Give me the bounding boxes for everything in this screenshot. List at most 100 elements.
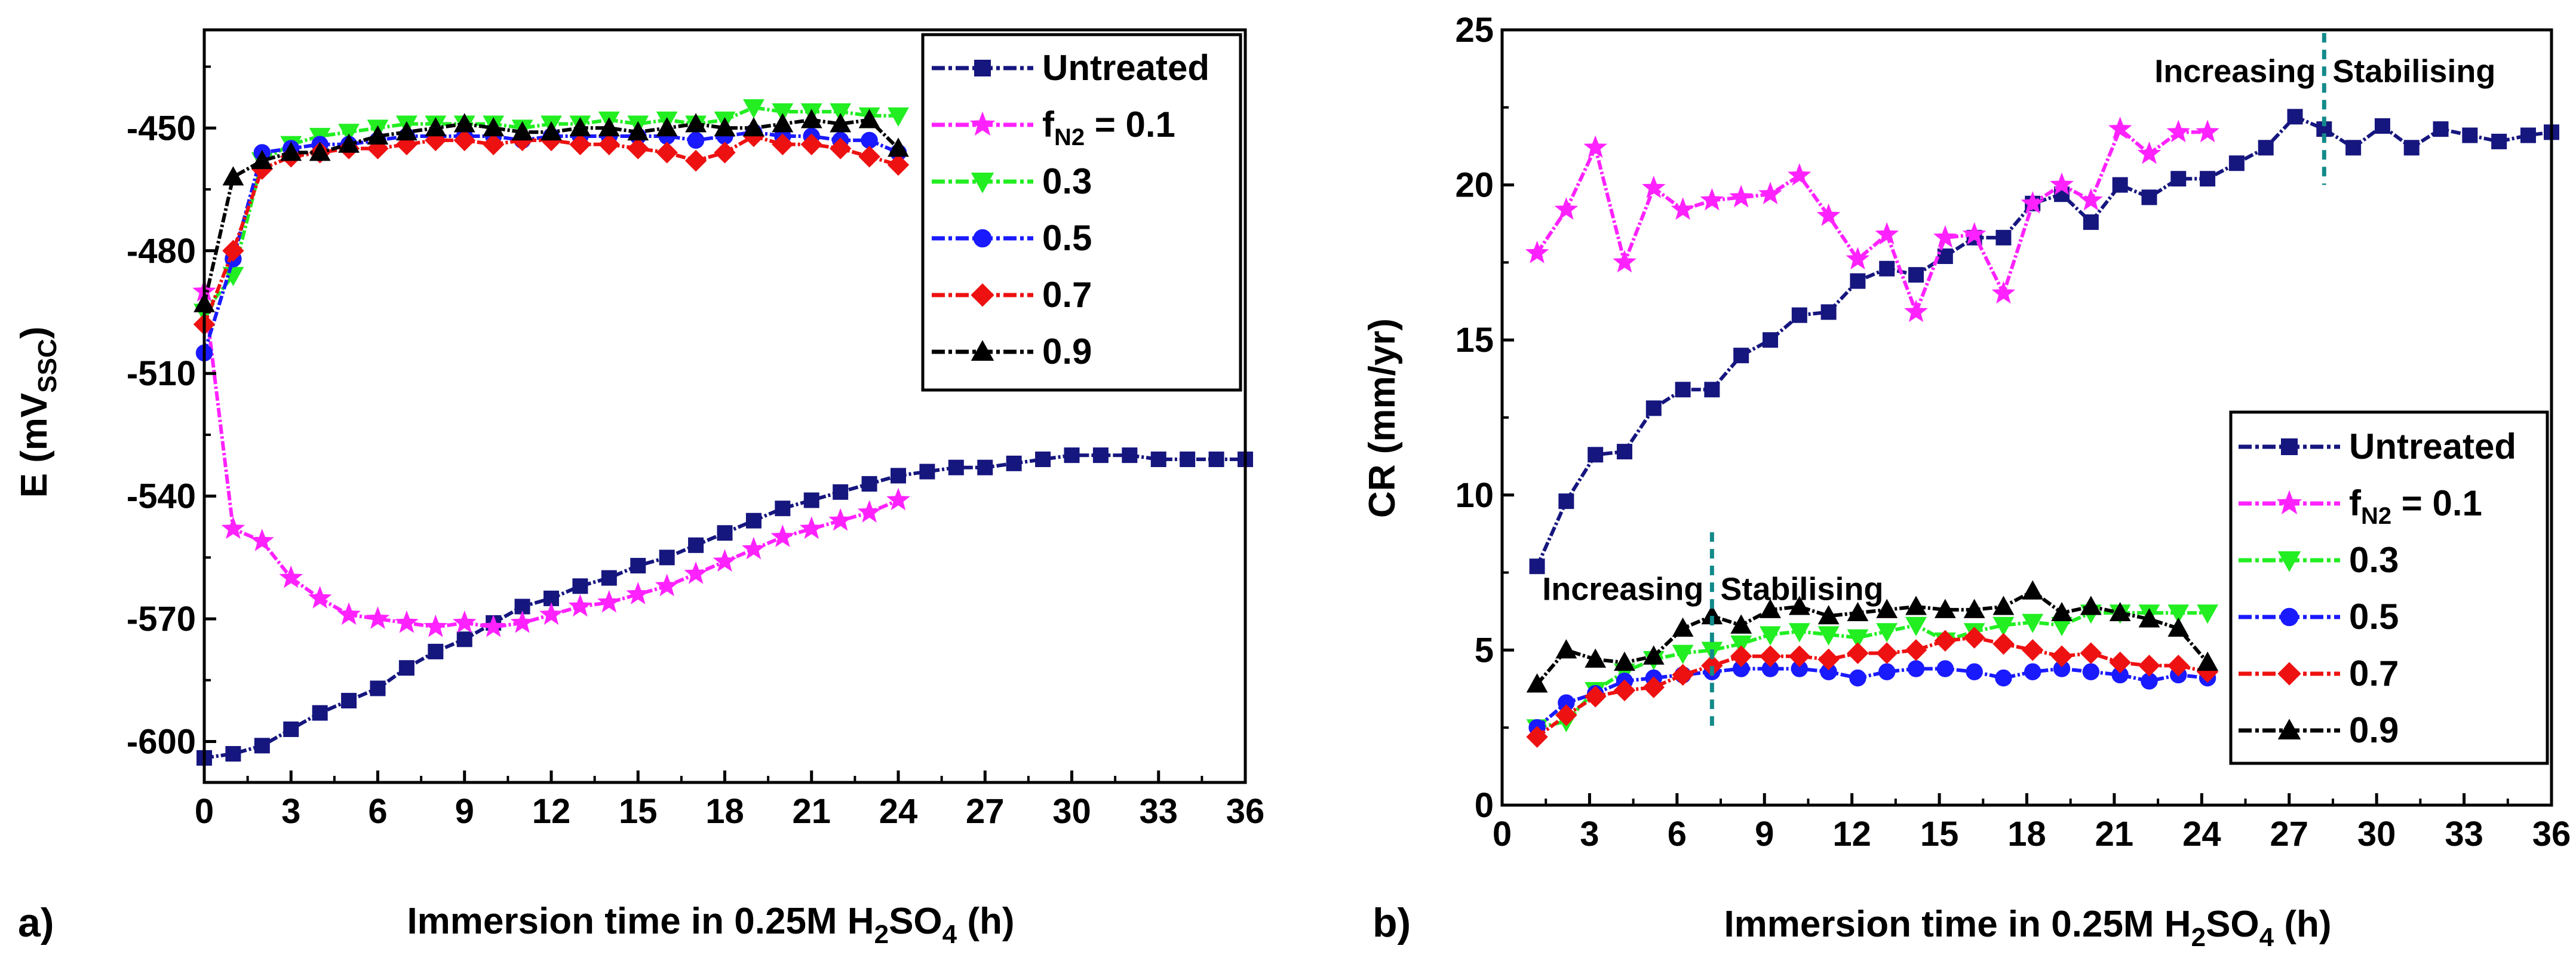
data-point-0-9 (251, 149, 273, 170)
data-point-fn2-0-1 (1991, 281, 2016, 304)
data-point-fn2-0-1 (510, 610, 535, 633)
data-point-untreated (2287, 109, 2303, 125)
data-point-0-3 (1847, 629, 1869, 649)
data-point-0-9 (367, 125, 389, 145)
data-point-0-7 (569, 133, 591, 155)
series-line-fn2-0-1 (1536, 126, 2208, 317)
data-point-0-9 (1555, 639, 1577, 659)
data-point-fn2-0-1 (1583, 135, 1608, 158)
data-point-untreated (2228, 155, 2245, 171)
legend-marker (2277, 551, 2301, 572)
x-tick-label: 15 (619, 792, 658, 831)
y-tick-label: -480 (127, 232, 196, 271)
data-point-untreated (1995, 229, 2012, 245)
panel-b-y-axis-label: CR (mm/yr) (1362, 318, 1403, 518)
legend-entry-0-9: 0.9 (932, 331, 1092, 372)
data-point-untreated (1879, 260, 1895, 277)
data-point-untreated (1645, 400, 1662, 416)
x-tick-label: 33 (1139, 792, 1178, 831)
y-tick-label: 5 (1475, 631, 1494, 670)
data-point-0-3 (1817, 626, 1840, 646)
data-point-untreated (2462, 127, 2478, 143)
legend-entry-0-3: 0.3 (932, 161, 1092, 201)
data-point-0-9 (1730, 614, 1752, 634)
legend-label: 0.7 (1042, 275, 1092, 315)
data-point-0-9 (569, 117, 591, 137)
data-point-0-9 (598, 117, 620, 137)
data-point-untreated (601, 570, 617, 586)
data-point-0-7 (2109, 651, 2131, 674)
data-point-untreated (2141, 189, 2157, 205)
data-point-0-7 (1759, 645, 1782, 667)
data-point-0-7 (2080, 642, 2102, 664)
data-point-fn2-0-1 (2166, 119, 2191, 143)
data-point-0-7 (1672, 664, 1694, 686)
data-point-0-3 (743, 99, 764, 119)
data-point-untreated (659, 549, 675, 566)
data-point-0-9 (627, 121, 649, 141)
x-tick-label: 3 (1580, 815, 1599, 854)
data-point-fn2-0-1 (1700, 188, 1724, 211)
panel-a-chart: 0 3 6 9 12 15 18 21 24 27 30 33 36 -450-480-510-540-… (14, 28, 1264, 949)
data-point-untreated (1704, 382, 1720, 398)
panel-a-y-axis-label: E (mVSSC) (14, 327, 62, 498)
legend-label: Untreated (1042, 48, 1209, 88)
data-point-fn2-0-1 (713, 549, 737, 572)
data-point-fn2-0-1 (395, 610, 419, 633)
legend-marker (973, 229, 992, 248)
data-point-fn2-0-1 (655, 573, 679, 597)
data-point-0-5 (1907, 660, 1925, 677)
panel-a-y-axis: -450 -480 -510 -540 -570 -600 (127, 65, 216, 762)
x-tick-label: 30 (2357, 815, 2396, 854)
legend-entry-0-5: 0.5 (2239, 597, 2399, 637)
data-point-0-9 (2109, 601, 2131, 622)
data-point-0-3 (1760, 626, 1781, 646)
x-tick-label: 18 (2007, 815, 2046, 854)
data-point-0-9 (1934, 598, 1956, 618)
data-point-fn2-0-1 (337, 602, 361, 625)
data-point-fn2-0-1 (828, 508, 852, 531)
data-point-0-3 (338, 124, 360, 143)
data-point-untreated (1820, 304, 1837, 320)
annotation-2: Increasing Stabilising (1542, 532, 1883, 728)
data-point-0-9 (800, 109, 822, 128)
data-point-untreated (688, 537, 704, 553)
data-point-0-9 (425, 117, 447, 137)
legend-marker (2277, 719, 2301, 740)
data-point-fn2-0-1 (481, 614, 506, 637)
data-point-fn2-0-1 (1816, 203, 1841, 226)
legend-entry-untreated: Untreated (932, 48, 1209, 88)
data-point-untreated (1850, 273, 1866, 289)
data-point-untreated (2200, 171, 2216, 187)
legend-entry-fn2-0-1: fN2 = 0.1 (2239, 483, 2482, 529)
legend-entry-0-7: 0.7 (2239, 653, 2399, 693)
data-point-0-3 (830, 103, 852, 123)
data-point-0-9 (1817, 605, 1840, 625)
data-point-0-7 (1584, 686, 1607, 708)
data-point-0-7 (2138, 655, 2160, 677)
data-point-0-3 (2022, 613, 2044, 633)
legend-label: 0.7 (2349, 653, 2399, 693)
data-point-0-9 (685, 113, 707, 133)
data-point-0-7 (800, 133, 822, 155)
data-point-0-3 (1905, 616, 1927, 637)
data-point-0-3 (1876, 623, 1898, 643)
x-tick-label: 12 (532, 792, 571, 831)
data-point-0-9 (2080, 595, 2102, 615)
data-point-untreated (1180, 452, 1196, 468)
data-point-0-7 (684, 149, 707, 172)
data-point-0-5 (1849, 669, 1866, 687)
y-tick-label: -570 (127, 600, 196, 638)
data-point-fn2-0-1 (308, 585, 332, 609)
data-point-0-7 (222, 240, 244, 262)
data-point-0-7 (714, 142, 736, 164)
data-point-fn2-0-1 (1525, 240, 1549, 263)
data-point-untreated (1122, 447, 1138, 463)
x-tick-label: 18 (705, 792, 744, 831)
data-point-untreated (775, 501, 791, 517)
data-point-untreated (370, 680, 386, 696)
x-tick-label: 21 (2095, 815, 2134, 854)
data-point-untreated (2112, 177, 2128, 193)
data-point-0-5 (2024, 663, 2041, 680)
